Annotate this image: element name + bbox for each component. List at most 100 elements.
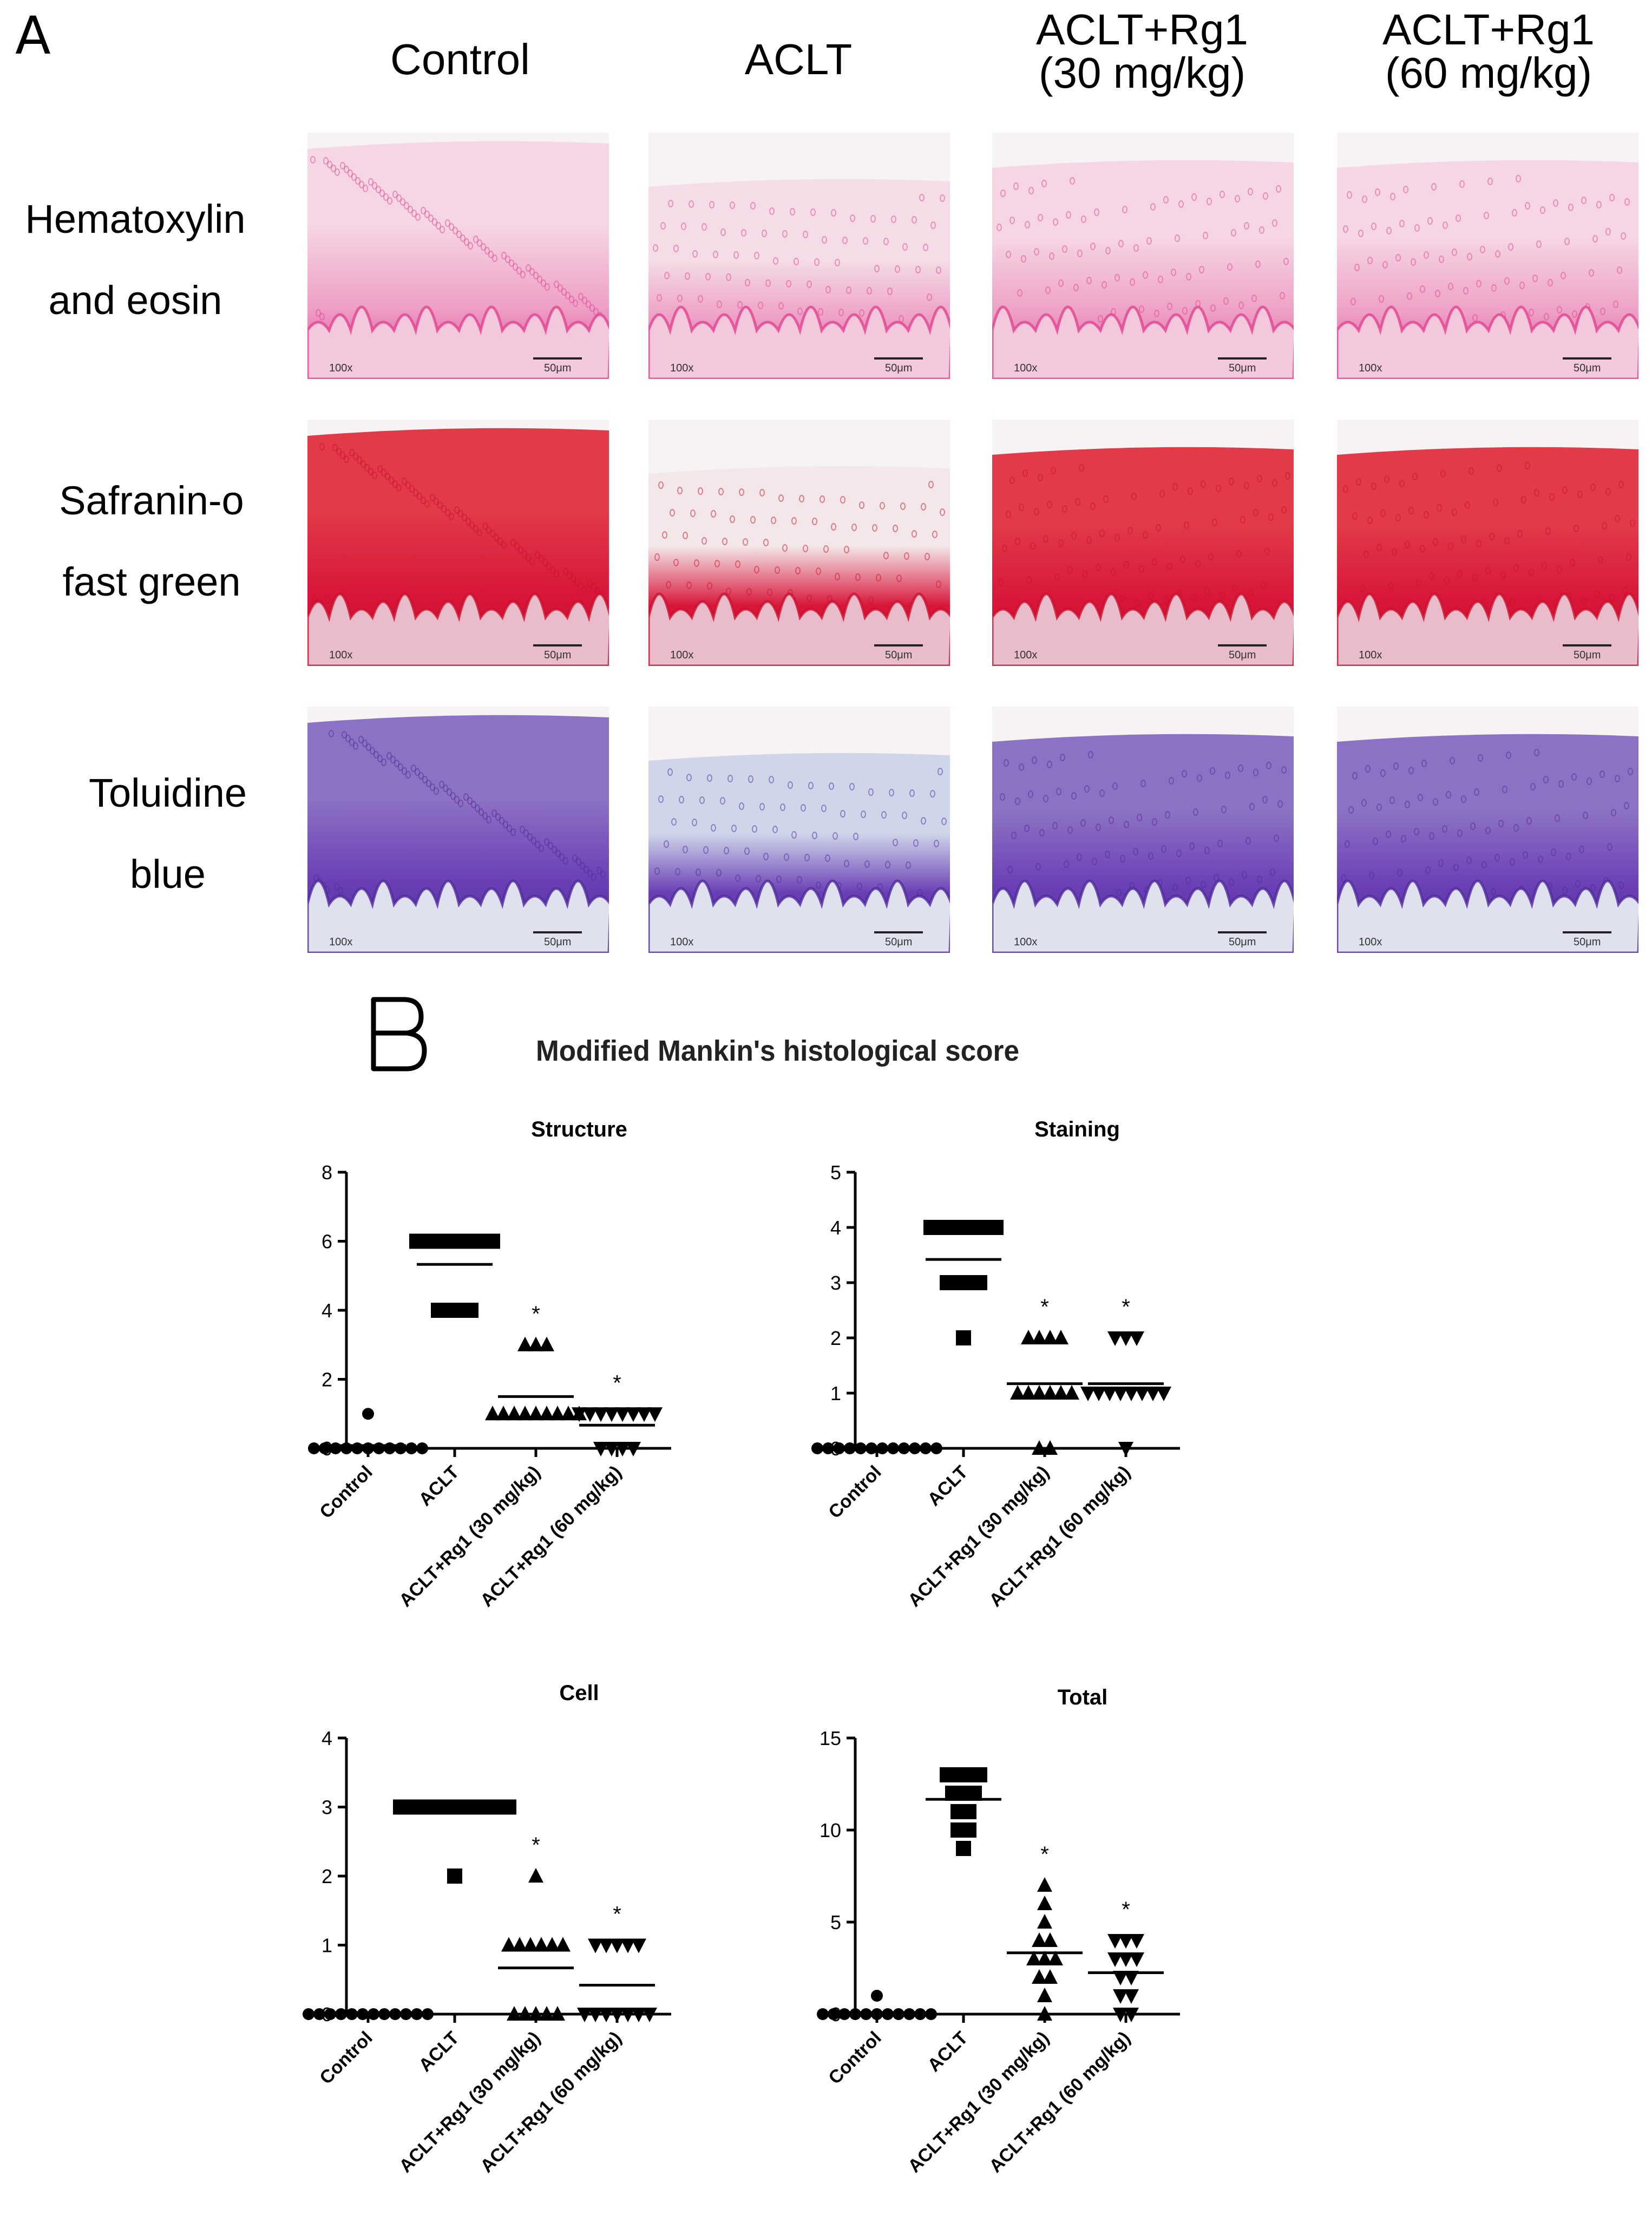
data-point	[507, 2006, 522, 2021]
data-point	[1037, 2006, 1052, 2021]
scale-bar-label: 50μm	[885, 936, 912, 948]
y-tick-label: 8	[322, 1161, 332, 1184]
x-tick-label: ACLT+Rg1 (30 mg/kg)	[395, 1462, 545, 1611]
column-header-control: Control	[390, 35, 530, 83]
data-point	[539, 2006, 554, 2021]
x-tick-label: ACLT+Rg1 (60 mg/kg)	[985, 2028, 1135, 2177]
magnification-label: 100x	[329, 649, 352, 661]
data-point	[1064, 1385, 1079, 1400]
data-point	[577, 2008, 592, 2022]
data-point	[1124, 1971, 1139, 1985]
histology-image-graphic: 100x 50μm	[307, 707, 609, 953]
column-header-aclt-rg1-60: ACLT+Rg1 (60 mg/kg)	[1382, 5, 1595, 97]
data-point	[485, 1233, 500, 1249]
data-point	[642, 2008, 657, 2022]
data-point	[1113, 1387, 1128, 1401]
histology-image-tol-3: 100x 50μm	[1337, 707, 1638, 953]
data-point	[882, 2008, 894, 2020]
data-point	[1124, 1989, 1139, 2004]
data-point	[528, 1406, 543, 1421]
y-tick-label: 5	[830, 1161, 841, 1184]
chart-cell: Cell 01234ControlACLTACLT+Rg1 (30 mg/kg)…	[281, 1676, 823, 2228]
histology-image-saf-0: 100x 50μm	[307, 420, 609, 666]
data-point	[384, 1442, 396, 1454]
histology-image-graphic: 100x 50μm	[1337, 133, 1638, 379]
data-point	[920, 1442, 932, 1454]
magnification-label: 100x	[329, 362, 352, 374]
x-tick-label: ACLT	[923, 2028, 972, 2076]
data-point	[1129, 1952, 1144, 1967]
magnification-label: 100x	[670, 362, 693, 374]
data-point	[485, 1406, 500, 1421]
data-point	[1107, 1952, 1123, 1967]
data-point	[313, 2008, 325, 2020]
data-point	[631, 1938, 646, 1953]
magnification-label: 100x	[670, 649, 693, 661]
data-point	[1118, 1442, 1133, 1456]
data-point	[588, 1938, 603, 1953]
histology-image-graphic: 100x 50μm	[648, 420, 950, 666]
data-point	[849, 2008, 861, 2020]
significance-star: *	[1122, 1898, 1130, 1922]
histology-image-tol-1: 100x 50μm	[648, 707, 950, 953]
data-point	[528, 1336, 543, 1351]
y-tick-label: 10	[820, 1819, 841, 1841]
magnification-label: 100x	[1359, 936, 1382, 948]
data-point	[1037, 1914, 1052, 1929]
data-point	[972, 1767, 987, 1782]
data-point	[599, 1938, 614, 1953]
chart-title: Structure	[531, 1118, 627, 1141]
data-point	[330, 1442, 342, 1454]
histology-image-graphic: 100x 50μm	[307, 133, 609, 379]
data-point	[811, 1442, 823, 1454]
histology-image-saf-3: 100x 50μm	[1337, 420, 1638, 666]
data-point	[411, 2008, 423, 2020]
data-point	[534, 1937, 549, 1952]
data-point	[604, 1407, 619, 1422]
data-point	[860, 2008, 872, 2020]
histology-image-graphic: 100x 50μm	[1337, 707, 1638, 953]
data-point	[1032, 1932, 1047, 1947]
chart-title: Staining	[1034, 1118, 1120, 1141]
x-tick-label: Control	[316, 2028, 376, 2088]
scale-bar-label: 50μm	[1574, 649, 1601, 661]
data-point	[1043, 1969, 1058, 1984]
x-tick-label: Control	[316, 1462, 376, 1523]
data-point	[550, 2006, 565, 2021]
data-point	[1118, 1952, 1133, 1967]
data-point	[512, 1937, 527, 1952]
data-point	[447, 1868, 462, 1884]
data-point	[817, 2008, 829, 2020]
data-point	[1032, 1385, 1047, 1400]
chart-total: Total 051015ControlACLTACLT+Rg1 (30 mg/k…	[790, 1676, 1332, 2228]
data-point	[1037, 1877, 1052, 1892]
data-point	[1145, 1387, 1161, 1401]
row-header-toluidine: Toluidine blue	[88, 770, 247, 897]
significance-star: *	[1122, 1295, 1130, 1319]
column-header-aclt-rg1-30: ACLT+Rg1 (30 mg/kg)	[1035, 5, 1249, 97]
histology-image-he-2: 100x 50μm	[992, 133, 1294, 379]
data-point	[528, 1868, 543, 1883]
row-header-he: Hematoxylin and eosin	[25, 197, 246, 323]
x-tick-label: ACLT+Rg1 (30 mg/kg)	[904, 2028, 1053, 2177]
data-point	[626, 1407, 641, 1422]
data-point	[1118, 1934, 1133, 1949]
data-point	[1032, 1969, 1047, 1984]
x-tick-label: Control	[824, 1462, 885, 1523]
data-point	[988, 1220, 1004, 1235]
x-tick-label: ACLT+Rg1 (60 mg/kg)	[476, 1462, 626, 1611]
significance-star: *	[1040, 1842, 1049, 1866]
data-point	[507, 1406, 522, 1421]
data-point	[1102, 1387, 1117, 1401]
magnification-label: 100x	[670, 936, 693, 948]
data-point	[340, 1442, 352, 1454]
y-tick-label: 5	[830, 1911, 841, 1933]
data-point	[828, 2008, 840, 2020]
magnification-label: 100x	[329, 936, 352, 948]
histology-image-graphic: 100x 50μm	[648, 707, 950, 953]
data-point	[903, 2008, 915, 2020]
significance-star: *	[613, 1903, 621, 1926]
data-point	[1091, 1387, 1106, 1401]
data-point	[501, 1799, 516, 1815]
y-tick-label: 4	[322, 1299, 332, 1322]
